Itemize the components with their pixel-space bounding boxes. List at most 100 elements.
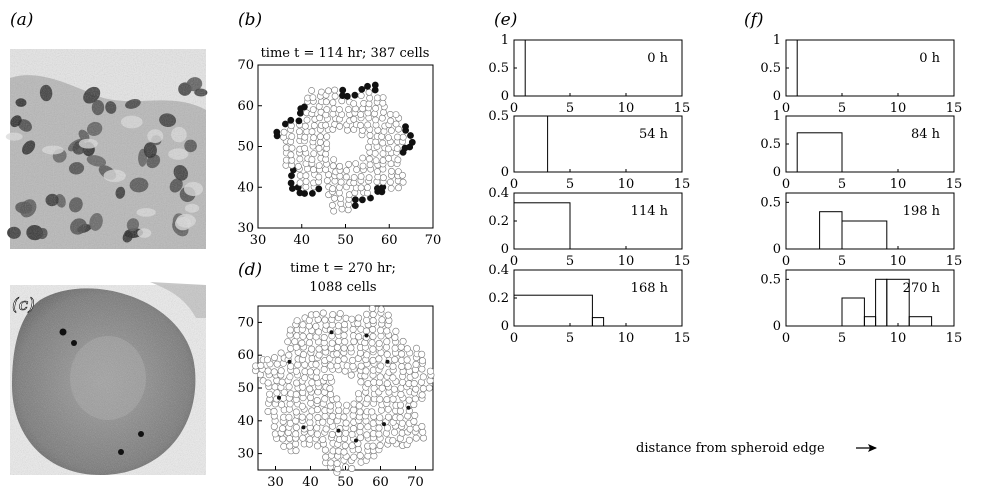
plot-b-cell-marker xyxy=(308,156,316,163)
plot-d-cell-marker xyxy=(396,401,404,409)
plot-b-cell-marker xyxy=(325,87,332,95)
plot-d-marked-cell xyxy=(287,359,292,364)
plot-d-cell-marker xyxy=(363,395,371,403)
hist-e-xtick-label: 5 xyxy=(566,101,574,116)
plot-b-cell-marker xyxy=(316,114,323,122)
plot-d-xtick-label: 40 xyxy=(302,475,319,490)
hist-e-bar xyxy=(513,115,549,173)
plot-b-cell-marker xyxy=(301,144,308,152)
plot-b-cell-marker xyxy=(345,106,352,113)
plot-d-cell-marker xyxy=(383,338,391,346)
plot-b-cell-marker xyxy=(350,174,358,181)
hist-e-ytick-label: 0.2 xyxy=(488,291,509,306)
plot-d-cell-marker xyxy=(280,442,288,450)
plot-b-cell-marker xyxy=(287,179,295,187)
plot-d-cell-marker xyxy=(306,385,314,393)
plot-d-cell-marker xyxy=(342,419,350,427)
plot-b-cell-marker xyxy=(371,149,379,157)
plot-d-cell-marker xyxy=(398,350,406,358)
plot-d-cell-marker xyxy=(383,424,391,432)
plot-d-cell-marker xyxy=(285,383,293,391)
plot-d-cell-marker xyxy=(271,430,279,438)
plot-d-cell-marker xyxy=(399,337,407,345)
hist-f-time-label: 270 h xyxy=(903,281,941,296)
plot-b-cell-marker xyxy=(309,94,317,101)
plot-d-cell-marker xyxy=(301,374,309,382)
plot-d-cell-marker xyxy=(315,328,323,336)
plot-d-cell-marker xyxy=(322,453,330,461)
plot-d-ytick-label: 70 xyxy=(237,315,254,330)
plot-b-cell-marker xyxy=(372,116,379,124)
plot-b-cell-marker xyxy=(379,94,387,101)
plot-d-cell-marker xyxy=(418,391,426,399)
plot-b-cell-marker xyxy=(331,92,339,100)
plot-b-cell-marker xyxy=(379,150,387,157)
plot-d-cell-marker xyxy=(341,442,349,450)
plot-d-title-line2: 1088 cells xyxy=(309,280,376,295)
plot-d-cell-marker xyxy=(285,351,293,359)
hist-e-xtick-label: 15 xyxy=(674,254,691,269)
plot-b-xtick-label: 40 xyxy=(293,233,310,248)
plot-d-marked-cell xyxy=(277,395,281,400)
plot-b-cell-marker xyxy=(315,144,323,152)
plot-d-cell-marker xyxy=(383,350,391,358)
plot-d-cell-marker xyxy=(321,446,329,454)
plot-d-cell-marker xyxy=(356,408,364,416)
hist-f-subplot-1: 0 h 0 5 10 15 0 0.5 1 xyxy=(760,33,962,116)
plot-b-cell-marker xyxy=(358,86,366,93)
plot-b-cell-marker xyxy=(316,133,324,141)
plot-b-cell-marker xyxy=(350,100,358,107)
plot-b-cell-marker xyxy=(399,171,406,179)
plot-d-cell-marker xyxy=(384,405,392,413)
plot-b-cell-marker xyxy=(350,115,358,123)
plot-b-title: time t = 114 hr; 387 cells xyxy=(261,46,430,61)
plot-d-cell-marker xyxy=(335,337,343,345)
plot-b-cell-marker xyxy=(366,94,374,102)
plot-d-cell-marker xyxy=(389,395,397,403)
plot-d-cell-marker xyxy=(333,395,341,403)
plot-d-cell-marker xyxy=(306,368,314,376)
hist-f-frame xyxy=(785,115,955,173)
hist-e-subplot-1: 0 h 0 5 10 15 0 0.5 1 xyxy=(488,33,690,116)
hist-e-ytick-label: 0.4 xyxy=(488,263,509,278)
plot-d-cell-marker xyxy=(392,327,400,335)
plot-b-cell-marker xyxy=(343,92,351,100)
plot-d-cell-marker xyxy=(298,339,306,347)
plot-d-cell-marker xyxy=(298,402,306,410)
plot-d-cell-marker xyxy=(340,331,348,339)
hist-e-bar xyxy=(513,294,593,327)
plot-b-cell-marker xyxy=(364,82,371,90)
arrow-right-icon xyxy=(856,444,877,452)
plot-b-cell-marker xyxy=(357,173,365,180)
plot-b-cell-marker xyxy=(288,172,295,179)
hist-f-ytick-label: 0.5 xyxy=(760,61,781,76)
plot-b-cell-marker xyxy=(301,133,309,141)
plot-b-cell-marker xyxy=(387,184,395,192)
plot-d-cell-marker xyxy=(349,325,357,333)
plot-b-cell-marker xyxy=(384,145,392,153)
plot-b-cell-marker xyxy=(358,196,366,204)
plot-d-cell-marker xyxy=(292,367,300,375)
plot-d-cell-marker xyxy=(308,379,316,387)
plot-d-cell-marker xyxy=(277,367,285,375)
scatter-plot-d: time t = 270 hr; 1088 cells 30 40 50 60 70 3… xyxy=(237,261,435,490)
plot-d-cell-marker xyxy=(308,345,316,353)
plot-d-cell-marker xyxy=(410,401,418,409)
panel-label-d: (d) xyxy=(238,260,262,280)
plot-d-cell-marker xyxy=(411,411,419,419)
plot-d-cell-marker xyxy=(403,345,411,353)
plot-d-cell-marker xyxy=(391,344,399,352)
plot-b-cell-marker xyxy=(402,123,409,130)
plot-d-cell-marker xyxy=(340,344,348,352)
plot-d-cell-marker xyxy=(328,430,336,438)
hist-e-ytick-label: 0.5 xyxy=(488,109,509,124)
hist-f-xtick-label: 10 xyxy=(890,331,907,346)
hist-f-ytick-label: 0 xyxy=(773,319,781,334)
plot-d-cell-marker xyxy=(263,356,271,364)
plot-d-cell-marker xyxy=(369,356,377,364)
plot-b-cell-marker xyxy=(351,196,359,203)
plot-d-cell-marker xyxy=(384,311,392,319)
plot-d-cell-marker xyxy=(313,368,321,376)
plot-d-cell-marker xyxy=(362,327,370,335)
hist-e-subplot-2: 54 h 0 5 10 15 0 0.5 xyxy=(488,109,690,192)
